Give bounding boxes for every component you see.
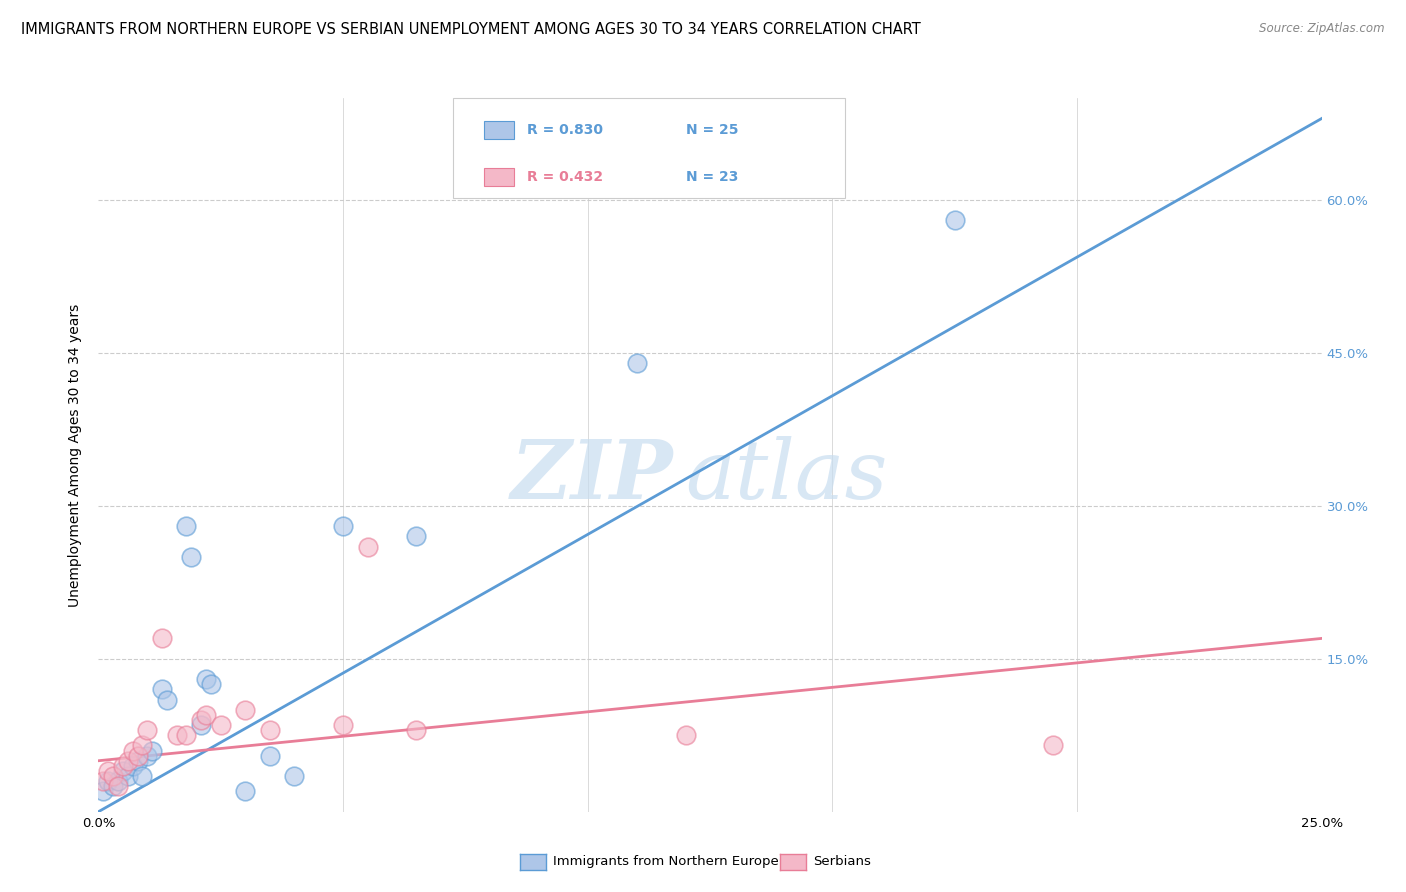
Point — [97, 764, 120, 778]
Point — [101, 769, 124, 783]
Text: R = 0.432: R = 0.432 — [527, 169, 603, 184]
Point — [405, 529, 427, 543]
Point — [209, 718, 232, 732]
Point — [233, 703, 256, 717]
FancyBboxPatch shape — [453, 98, 845, 198]
Point — [156, 692, 179, 706]
Point — [200, 677, 222, 691]
Point — [943, 213, 966, 227]
Point — [176, 519, 198, 533]
Point — [131, 739, 153, 753]
Point — [127, 748, 149, 763]
Text: R = 0.830: R = 0.830 — [527, 123, 603, 137]
Point — [332, 718, 354, 732]
Point — [195, 707, 218, 722]
Point — [332, 519, 354, 533]
Point — [1042, 739, 1064, 753]
Y-axis label: Unemployment Among Ages 30 to 34 years: Unemployment Among Ages 30 to 34 years — [69, 303, 83, 607]
Point — [101, 779, 124, 793]
Text: ZIP: ZIP — [510, 436, 673, 516]
Point — [259, 723, 281, 738]
Point — [176, 728, 198, 742]
Point — [97, 774, 120, 789]
Point — [283, 769, 305, 783]
Point — [91, 774, 114, 789]
Text: Immigrants from Northern Europe: Immigrants from Northern Europe — [553, 855, 779, 868]
FancyBboxPatch shape — [484, 168, 515, 186]
Point — [675, 728, 697, 742]
Point — [111, 759, 134, 773]
Point — [121, 759, 143, 773]
Point — [136, 723, 159, 738]
Point — [150, 632, 173, 646]
Point — [117, 769, 139, 783]
Text: Source: ZipAtlas.com: Source: ZipAtlas.com — [1260, 22, 1385, 36]
Point — [190, 713, 212, 727]
Point — [626, 356, 648, 370]
Point — [111, 764, 134, 778]
Point — [127, 754, 149, 768]
Text: atlas: atlas — [686, 436, 889, 516]
Text: N = 23: N = 23 — [686, 169, 738, 184]
Point — [233, 784, 256, 798]
Point — [195, 672, 218, 686]
Point — [405, 723, 427, 738]
Point — [117, 754, 139, 768]
Point — [141, 743, 163, 757]
Point — [136, 748, 159, 763]
Point — [91, 784, 114, 798]
Point — [166, 728, 188, 742]
Point — [131, 769, 153, 783]
Point — [150, 682, 173, 697]
Text: Serbians: Serbians — [813, 855, 870, 868]
Point — [180, 549, 202, 564]
Point — [107, 779, 129, 793]
Point — [259, 748, 281, 763]
FancyBboxPatch shape — [484, 121, 515, 139]
Point — [121, 743, 143, 757]
Point — [190, 718, 212, 732]
Point — [356, 540, 378, 554]
Text: N = 25: N = 25 — [686, 123, 738, 137]
Point — [107, 774, 129, 789]
Text: IMMIGRANTS FROM NORTHERN EUROPE VS SERBIAN UNEMPLOYMENT AMONG AGES 30 TO 34 YEAR: IMMIGRANTS FROM NORTHERN EUROPE VS SERBI… — [21, 22, 921, 37]
